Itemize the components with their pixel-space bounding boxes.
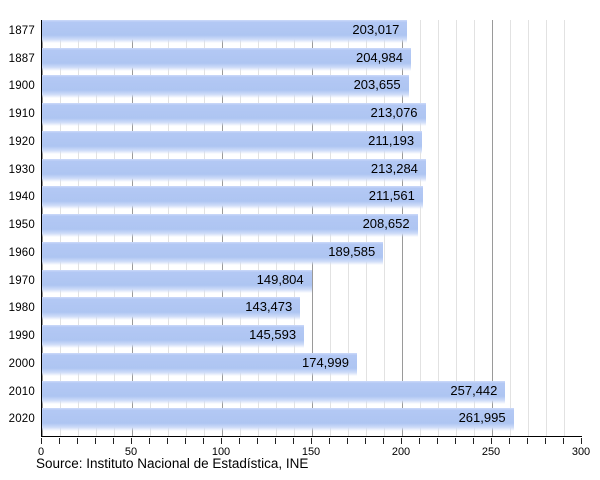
bar: 143,473 — [42, 297, 301, 321]
axis-label-year: 1930 — [8, 163, 35, 176]
bar: 189,585 — [42, 241, 384, 265]
x-tick-label: 150 — [301, 446, 321, 458]
axis-label-year: 2010 — [8, 385, 35, 398]
x-tick-label: 300 — [571, 446, 591, 458]
axis-label-year: 1980 — [8, 302, 35, 315]
bar-value-label: 261,995 — [458, 410, 506, 426]
bar-value-label: 213,076 — [370, 105, 418, 121]
bar-value-label: 204,984 — [355, 49, 403, 65]
x-tick-label: 50 — [124, 446, 138, 458]
plot-area: 203,017 204,984 203,655 213,076 211,193 213,2… — [41, 20, 582, 437]
bar-row: 213,284 — [42, 158, 582, 187]
bar-row: 145,593 — [42, 325, 582, 353]
bar-row: 203,655 — [42, 75, 582, 103]
bar: 261,995 — [42, 408, 514, 432]
bar-value-label: 213,284 — [370, 160, 418, 176]
axis-label-year: 1900 — [8, 80, 35, 93]
bar: 203,655 — [42, 75, 409, 99]
bar-row: 261,995 — [42, 408, 582, 436]
bar-value-label: 257,442 — [450, 382, 498, 398]
bar: 208,652 — [42, 214, 418, 238]
bar-value-label: 208,652 — [362, 216, 410, 232]
bar-row: 204,984 — [42, 47, 582, 76]
bar-row: 203,017 — [42, 20, 582, 48]
y-axis-labels: 1877 1887 1900 1910 1920 1930 1940 1950 1960 1970… — [0, 20, 35, 436]
bar-value-label: 211,561 — [368, 188, 415, 204]
bar-row: 208,652 — [42, 214, 582, 242]
bar: 211,193 — [42, 130, 423, 154]
axis-label-year: 1990 — [8, 330, 35, 343]
x-tick-label: 0 — [37, 446, 45, 458]
x-tick-labels: 0 50 100 150 200 250 300 — [37, 445, 590, 459]
bar-value-label: 203,017 — [352, 22, 400, 37]
bar-row: 257,442 — [42, 380, 582, 409]
bar-value-label: 174,999 — [301, 354, 349, 370]
bar-value-label: 211,193 — [368, 132, 415, 148]
bar: 204,984 — [42, 47, 411, 71]
bar: 257,442 — [42, 380, 506, 404]
bar: 149,804 — [42, 269, 312, 293]
bar-value-label: 203,655 — [353, 77, 401, 93]
x-tick-label: 100 — [211, 446, 231, 458]
bar-row: 149,804 — [42, 269, 582, 298]
axis-label-year: 2020 — [8, 413, 35, 426]
bar: 213,284 — [42, 158, 426, 182]
bar: 145,593 — [42, 325, 305, 349]
bar-row: 211,193 — [42, 130, 582, 159]
bar: 174,999 — [42, 352, 357, 376]
bar: 203,017 — [42, 20, 408, 43]
axis-label-year: 1970 — [8, 274, 35, 287]
source-note: Source: Instituto Nacional de Estadístic… — [36, 456, 309, 471]
axis-label-year: 1940 — [8, 191, 35, 204]
axis-label-year: 1877 — [8, 25, 35, 37]
bar-row: 143,473 — [42, 297, 582, 325]
axis-label-year: 1887 — [8, 52, 35, 65]
bar-value-label: 149,804 — [256, 271, 304, 287]
x-tick-label: 200 — [391, 446, 411, 458]
bar-value-label: 145,593 — [249, 327, 297, 343]
bar: 213,076 — [42, 103, 426, 127]
axis-label-year: 1960 — [8, 246, 35, 259]
axis-label-year: 1910 — [8, 108, 35, 121]
bar-value-label: 143,473 — [245, 299, 293, 315]
axis-label-year: 1950 — [8, 219, 35, 232]
x-axis-tick-marks — [41, 437, 582, 444]
bar: 211,561 — [42, 186, 423, 210]
x-tick-label: 250 — [481, 446, 501, 458]
bar-row: 211,561 — [42, 186, 582, 214]
bar-row: 189,585 — [42, 241, 582, 270]
bar-value-label: 189,585 — [328, 243, 376, 259]
axis-label-year: 1920 — [8, 135, 35, 148]
axis-label-year: 2000 — [8, 357, 35, 370]
bar-row: 213,076 — [42, 103, 582, 131]
bar-row: 174,999 — [42, 352, 582, 381]
